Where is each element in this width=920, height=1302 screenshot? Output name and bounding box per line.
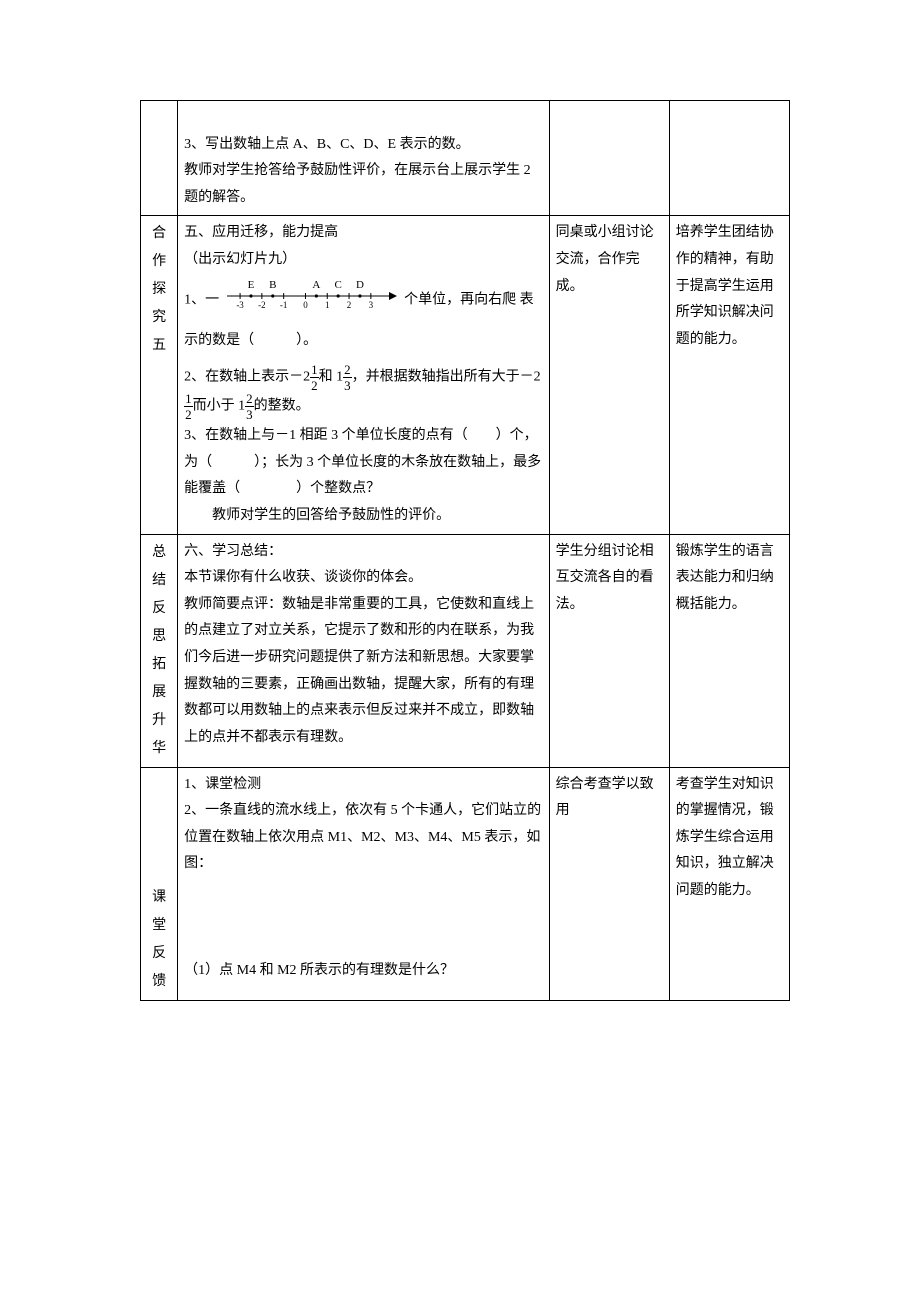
- question-2: 2、在数轴上表示－212和 123，并根据数轴指出所有大于－212而小于 123…: [184, 363, 542, 421]
- table-row: 总 结 反 思 拓 展 升 华 六、学习总结： 本节课你有什么收获、谈谈你的体会…: [141, 534, 790, 767]
- svg-text:2: 2: [346, 300, 351, 310]
- svg-text:C: C: [334, 279, 341, 291]
- lesson-plan-table: 3、写出数轴上点 A、B、C、D、E 表示的数。 教师对学生抢答给予鼓励性评价，…: [140, 100, 790, 1001]
- number-line-icon: -3 -2 -1 0 1 2 3 E B A C D: [227, 274, 397, 327]
- row-main: 1、课堂检测 2、一条直线的流水线上，依次有 5 个卡通人，它们站立的位置在数轴…: [178, 767, 549, 1000]
- footer-note: 教师对学生的回答给予鼓励性的评价。: [184, 503, 542, 530]
- svg-text:1: 1: [325, 300, 330, 310]
- table-row: 课 堂 反 馈 1、课堂检测 2、一条直线的流水线上，依次有 5 个卡通人，它们…: [141, 767, 790, 1000]
- svg-text:B: B: [269, 279, 276, 291]
- svg-text:A: A: [312, 279, 320, 291]
- question-3: 3、在数轴上与－1 相距 3 个单位长度的点有（ ）个，为（ ）；长为 3 个单…: [184, 423, 542, 503]
- subtitle: （出示幻灯片九）: [184, 247, 542, 274]
- svg-text:-2: -2: [258, 300, 266, 310]
- svg-text:0: 0: [303, 300, 308, 310]
- svg-text:D: D: [356, 279, 364, 291]
- text-line: 本节课你有什么收获、谈谈你的体会。: [184, 565, 542, 592]
- row-label: 总 结 反 思 拓 展 升 华: [141, 534, 178, 767]
- table-row: 3、写出数轴上点 A、B、C、D、E 表示的数。 教师对学生抢答给予鼓励性评价，…: [141, 101, 790, 216]
- fraction: 12: [184, 392, 193, 421]
- table-row: 合 作 探 究 五 五、应用迁移，能力提高 （出示幻灯片九） 1、一 -3-2-…: [141, 216, 790, 534]
- text-line: 教师简要点评：数轴是非常重要的工具，它使数和直线上的点建立了对立关系，它提示了数…: [184, 592, 542, 752]
- fraction: 23: [343, 363, 352, 392]
- svg-text:3: 3: [368, 300, 373, 310]
- row-purpose: [669, 101, 789, 216]
- svg-text:-3: -3: [236, 300, 244, 310]
- svg-text:E: E: [247, 279, 254, 291]
- section-title: 五、应用迁移，能力提高: [184, 220, 542, 247]
- row-main: 五、应用迁移，能力提高 （出示幻灯片九） 1、一 -3-2-10123EBACD…: [178, 216, 549, 534]
- text-line: 教师对学生抢答给予鼓励性评价，在展示台上展示学生 2 题的解答。: [184, 158, 542, 211]
- row-purpose: 锻炼学生的语言表达能力和归纳概括能力。: [669, 534, 789, 767]
- row-purpose: 培养学生团结协作的精神，有助于提高学生运用所学知识解决问题的能力。: [669, 216, 789, 534]
- row-activity: 同桌或小组讨论交流，合作完成。: [549, 216, 669, 534]
- row-label: [141, 101, 178, 216]
- page-container: 3、写出数轴上点 A、B、C、D、E 表示的数。 教师对学生抢答给予鼓励性评价，…: [0, 0, 920, 1061]
- text-line: 2、一条直线的流水线上，依次有 5 个卡通人，它们站立的位置在数轴上依次用点 M…: [184, 798, 542, 878]
- row-main: 六、学习总结： 本节课你有什么收获、谈谈你的体会。 教师简要点评：数轴是非常重要…: [178, 534, 549, 767]
- text-line: （1）点 M4 和 M2 所表示的有理数是什么？: [184, 958, 542, 985]
- section-title: 六、学习总结：: [184, 539, 542, 566]
- row-activity: 综合考查学以致用: [549, 767, 669, 1000]
- row-label: 合 作 探 究 五: [141, 216, 178, 534]
- row-main: 3、写出数轴上点 A、B、C、D、E 表示的数。 教师对学生抢答给予鼓励性评价，…: [178, 101, 549, 216]
- row-label: 课 堂 反 馈: [141, 767, 178, 1000]
- row-activity: 学生分组讨论相互交流各自的看法。: [549, 534, 669, 767]
- row-purpose: 考查学生对知识的掌握情况，锻炼学生综合运用知识，独立解决问题的能力。: [669, 767, 789, 1000]
- text-line: 3、写出数轴上点 A、B、C、D、E 表示的数。: [184, 132, 542, 159]
- question-1: 1、一 -3-2-10123EBACD 个单位，再向右爬 表示的数是（ ）。: [184, 274, 542, 358]
- fraction: 23: [245, 392, 254, 421]
- text-line: 1、课堂检测: [184, 772, 542, 799]
- fraction: 12: [310, 363, 319, 392]
- svg-text:-1: -1: [280, 300, 288, 310]
- row-activity: [549, 101, 669, 216]
